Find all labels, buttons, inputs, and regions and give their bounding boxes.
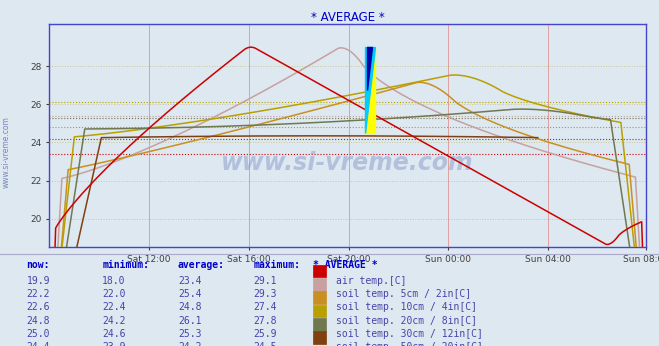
- Text: www.si-vreme.com: www.si-vreme.com: [221, 151, 474, 175]
- Text: maximum:: maximum:: [254, 260, 301, 270]
- Text: soil temp. 5cm / 2in[C]: soil temp. 5cm / 2in[C]: [336, 289, 471, 299]
- Text: 29.3: 29.3: [254, 289, 277, 299]
- Text: 24.6: 24.6: [102, 329, 126, 339]
- Text: soil temp. 20cm / 8in[C]: soil temp. 20cm / 8in[C]: [336, 316, 477, 326]
- Bar: [313, 278, 326, 291]
- Text: soil temp. 50cm / 20in[C]: soil temp. 50cm / 20in[C]: [336, 342, 483, 346]
- Text: www.si-vreme.com: www.si-vreme.com: [2, 116, 11, 188]
- Text: 25.3: 25.3: [178, 329, 202, 339]
- Text: average:: average:: [178, 260, 225, 270]
- Text: 23.4: 23.4: [178, 275, 202, 285]
- Polygon shape: [365, 47, 374, 133]
- Text: now:: now:: [26, 260, 50, 270]
- Text: 24.8: 24.8: [26, 316, 50, 326]
- Text: 24.5: 24.5: [254, 342, 277, 346]
- Bar: [313, 291, 326, 304]
- Text: 22.6: 22.6: [26, 302, 50, 312]
- Text: 26.1: 26.1: [178, 316, 202, 326]
- Text: 27.4: 27.4: [254, 302, 277, 312]
- Text: soil temp. 10cm / 4in[C]: soil temp. 10cm / 4in[C]: [336, 302, 477, 312]
- Bar: [313, 304, 326, 318]
- Text: 23.9: 23.9: [102, 342, 126, 346]
- Bar: [313, 265, 326, 277]
- Text: 18.0: 18.0: [102, 275, 126, 285]
- Text: air temp.[C]: air temp.[C]: [336, 275, 407, 285]
- Text: 25.0: 25.0: [26, 329, 50, 339]
- Polygon shape: [366, 47, 372, 90]
- Text: 25.4: 25.4: [178, 289, 202, 299]
- Text: soil temp. 30cm / 12in[C]: soil temp. 30cm / 12in[C]: [336, 329, 483, 339]
- Text: 24.2: 24.2: [102, 316, 126, 326]
- Text: minimum:: minimum:: [102, 260, 149, 270]
- Text: 25.9: 25.9: [254, 329, 277, 339]
- Text: * AVERAGE *: * AVERAGE *: [313, 260, 378, 270]
- Text: 22.4: 22.4: [102, 302, 126, 312]
- Bar: [313, 318, 326, 331]
- Title: * AVERAGE *: * AVERAGE *: [311, 11, 384, 24]
- Text: 24.2: 24.2: [178, 342, 202, 346]
- Text: 19.9: 19.9: [26, 275, 50, 285]
- Polygon shape: [365, 47, 374, 133]
- Text: 24.4: 24.4: [26, 342, 50, 346]
- Text: 22.0: 22.0: [102, 289, 126, 299]
- Bar: [313, 331, 326, 344]
- Text: 27.8: 27.8: [254, 316, 277, 326]
- Text: 29.1: 29.1: [254, 275, 277, 285]
- Text: 24.8: 24.8: [178, 302, 202, 312]
- Text: 22.2: 22.2: [26, 289, 50, 299]
